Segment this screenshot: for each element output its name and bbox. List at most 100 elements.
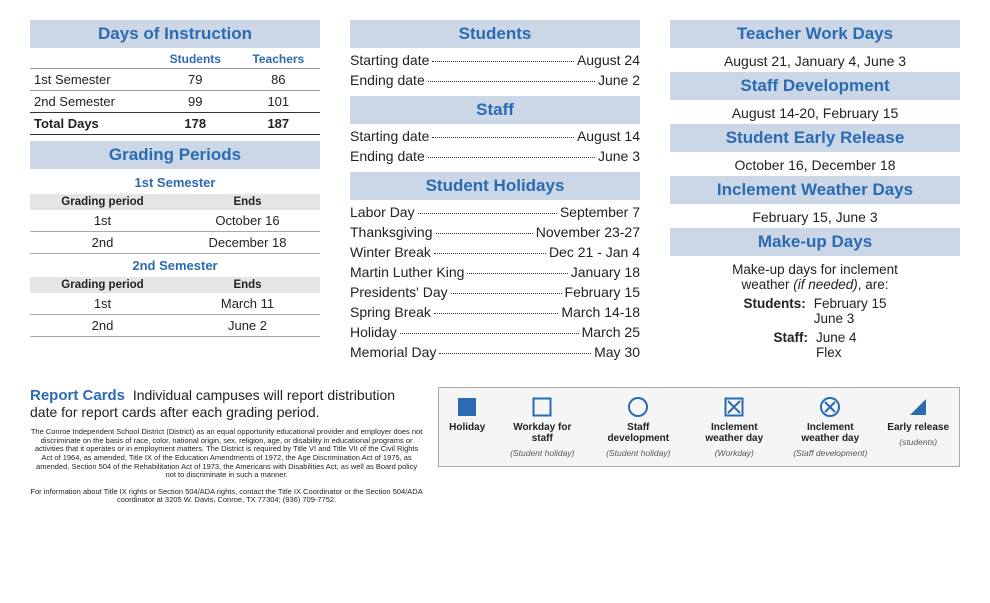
date-label: Starting date — [350, 52, 429, 68]
date-value: Dec 21 - Jan 4 — [549, 244, 640, 260]
makeup-students-v1: February 15 — [814, 296, 887, 311]
dot-leader — [428, 81, 595, 82]
makeup-staff: Staff: June 4 Flex — [670, 330, 960, 360]
doi-row: 2nd Semester 99 101 — [30, 91, 320, 113]
gp-sem1-title: 1st Semester — [30, 171, 320, 194]
sdev-text: August 14-20, February 15 — [670, 102, 960, 124]
date-value: June 2 — [598, 72, 640, 88]
gp-ends: December 18 — [175, 232, 320, 253]
circle-x-icon — [819, 396, 841, 418]
holidays-title: Student Holidays — [350, 172, 640, 200]
legend-t2: (Student holiday) — [606, 448, 670, 458]
date-row: Spring BreakMarch 14-18 — [350, 302, 640, 322]
dot-leader — [436, 233, 533, 234]
makeup-students-label: Students: — [743, 296, 805, 326]
doi-table: Students Teachers 1st Semester 79 86 2nd… — [30, 50, 320, 135]
makeup-staff-v2: Flex — [816, 345, 857, 360]
legend-inclement-staffdev: Inclement weather day (Staff development… — [791, 396, 869, 458]
students-dates: Starting dateAugust 24 Ending date June 2 — [350, 50, 640, 90]
column-2: Students Starting dateAugust 24Ending da… — [350, 20, 640, 362]
triangle-icon — [907, 396, 929, 418]
gp-row: 1st October 16 — [30, 210, 320, 232]
legend-t2: (Student holiday) — [510, 448, 574, 458]
gp-head-ends: Ends — [175, 277, 320, 293]
gp-period: 1st — [30, 210, 175, 231]
legend-t1: Inclement weather day — [695, 422, 773, 444]
gp-row: 1st March 11 — [30, 293, 320, 315]
gp-row: 2nd June 2 — [30, 315, 320, 337]
makeup-intro2b: , are: — [858, 277, 889, 292]
dot-leader — [400, 333, 579, 334]
dot-leader — [434, 313, 558, 314]
legend-t2: (Staff development) — [793, 448, 867, 458]
iwd-text: February 15, June 3 — [670, 206, 960, 228]
footer: Report Cards Individual campuses will re… — [30, 387, 960, 505]
doi-teachers: 101 — [237, 91, 320, 113]
date-label: Spring Break — [350, 304, 431, 320]
legend-staffdev: Staff development (Student holiday) — [599, 396, 677, 458]
doi-label: 1st Semester — [30, 69, 154, 91]
legend-t2: (Workday) — [715, 448, 754, 458]
dot-leader — [418, 213, 557, 214]
gp-ends: June 2 — [175, 315, 320, 336]
date-label: Thanksgiving — [350, 224, 433, 240]
disclaimer: The Conroe Independent School District (… — [30, 428, 423, 480]
report-cards-line: Report Cards Individual campuses will re… — [30, 387, 423, 420]
ser-title: Student Early Release — [670, 124, 960, 152]
legend-t1: Early release — [887, 422, 949, 433]
date-row: Memorial Day May 30 — [350, 342, 640, 362]
report-cards-label: Report Cards — [30, 387, 125, 404]
gp-head-period: Grading period — [30, 277, 175, 293]
date-value: March 25 — [582, 324, 640, 340]
makeup-intro2i: (if needed) — [793, 277, 858, 292]
date-label: Memorial Day — [350, 344, 436, 360]
doi-students: 99 — [154, 91, 237, 113]
students-title: Students — [350, 20, 640, 48]
legend: Holiday Workday for staff (Student holid… — [438, 387, 960, 467]
outline-square-icon — [531, 396, 553, 418]
doi-total-teachers: 187 — [237, 113, 320, 135]
makeup-staff-v1: June 4 — [816, 330, 857, 345]
makeup-staff-vals: June 4 Flex — [816, 330, 857, 360]
gp-head-period: Grading period — [30, 194, 175, 210]
date-label: Ending date — [350, 72, 425, 88]
gp-title: Grading Periods — [30, 141, 320, 169]
date-value: May 30 — [594, 344, 640, 360]
main-columns: Days of Instruction Students Teachers 1s… — [30, 20, 960, 362]
legend-workday: Workday for staff (Student holiday) — [503, 396, 581, 458]
column-1: Days of Instruction Students Teachers 1s… — [30, 20, 320, 362]
legend-early-release: Early release (students) — [887, 396, 949, 458]
date-row: Ending date June 2 — [350, 70, 640, 90]
makeup-intro2: weather — [741, 277, 793, 292]
dot-leader — [451, 293, 562, 294]
report-cards-box: Report Cards Individual campuses will re… — [30, 387, 423, 505]
square-x-icon — [723, 396, 745, 418]
gp-ends: March 11 — [175, 293, 320, 314]
date-label: Labor Day — [350, 204, 415, 220]
makeup-intro: Make-up days for inclement weather (if n… — [670, 258, 960, 296]
date-value: August 14 — [577, 128, 640, 144]
gp-ends: October 16 — [175, 210, 320, 231]
disclaimer2: For information about Title IX rights or… — [30, 488, 423, 505]
ser-text: October 16, December 18 — [670, 154, 960, 176]
doi-row: 1st Semester 79 86 — [30, 69, 320, 91]
date-row: HolidayMarch 25 — [350, 322, 640, 342]
gp-sem2-title: 2nd Semester — [30, 254, 320, 277]
gp-period: 2nd — [30, 232, 175, 253]
makeup-intro1: Make-up days for inclement — [732, 262, 898, 277]
twd-text: August 21, January 4, June 3 — [670, 50, 960, 72]
iwd-title: Inclement Weather Days — [670, 176, 960, 204]
date-row: Starting dateAugust 14 — [350, 126, 640, 146]
makeup-staff-label: Staff: — [773, 330, 808, 360]
date-row: Martin Luther KingJanuary 18 — [350, 262, 640, 282]
date-value: September 7 — [560, 204, 640, 220]
dot-leader — [432, 137, 574, 138]
legend-t2: (students) — [899, 437, 937, 447]
legend-holiday: Holiday — [449, 396, 485, 458]
gp-sem1-head: Grading period Ends — [30, 194, 320, 210]
date-label: Winter Break — [350, 244, 431, 260]
date-row: Starting dateAugust 24 — [350, 50, 640, 70]
dot-leader — [432, 61, 574, 62]
gp-head-ends: Ends — [175, 194, 320, 210]
dot-leader — [467, 273, 567, 274]
